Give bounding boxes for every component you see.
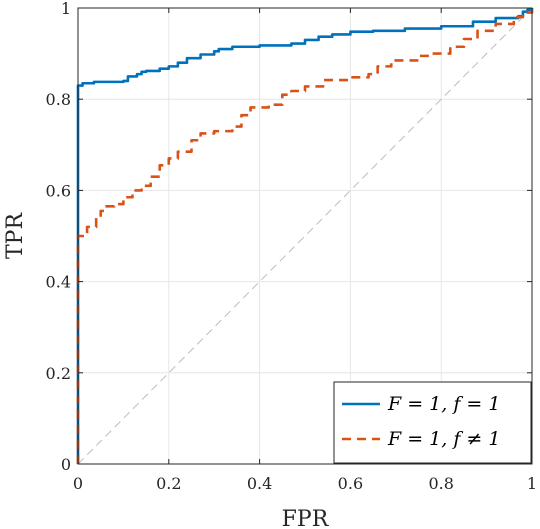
- y-tick-label: 0.2: [46, 364, 71, 383]
- series-line-f1-f1: [76, 8, 534, 464]
- tick-layer: 0 0.2 0.4 0.6 0.8 1 0 0.2 0.4 0.6 0.8 1: [46, 0, 538, 493]
- x-tick-label: 0: [73, 474, 83, 493]
- y-axis-label: TPR: [3, 212, 28, 259]
- legend: F = 1, f = 1 F = 1, f ≠ 1: [333, 381, 532, 464]
- legend-box: [333, 381, 532, 464]
- x-tick-label: 0.2: [156, 474, 181, 493]
- legend-label-f1-fnot1: F = 1, f ≠ 1: [387, 428, 500, 450]
- legend-label-f1-f1: F = 1, f = 1: [387, 393, 500, 415]
- diagonal-reference-line: [77, 7, 533, 465]
- x-tick-label: 0.6: [338, 474, 363, 493]
- plot-frame: [77, 7, 533, 465]
- y-tick-label: 0.6: [46, 181, 71, 200]
- x-tick-label: 0.4: [247, 474, 272, 493]
- x-tick-label: 1: [527, 474, 537, 493]
- x-tick-label: 0.8: [428, 474, 453, 493]
- y-tick-label: 0.8: [46, 90, 71, 109]
- series-line-f1-fnot1: [76, 8, 534, 464]
- x-axis-label: FPR: [282, 507, 330, 529]
- y-tick-label: 0: [61, 455, 71, 474]
- y-tick-label: 1: [61, 0, 71, 18]
- y-tick-label: 0.4: [46, 273, 71, 292]
